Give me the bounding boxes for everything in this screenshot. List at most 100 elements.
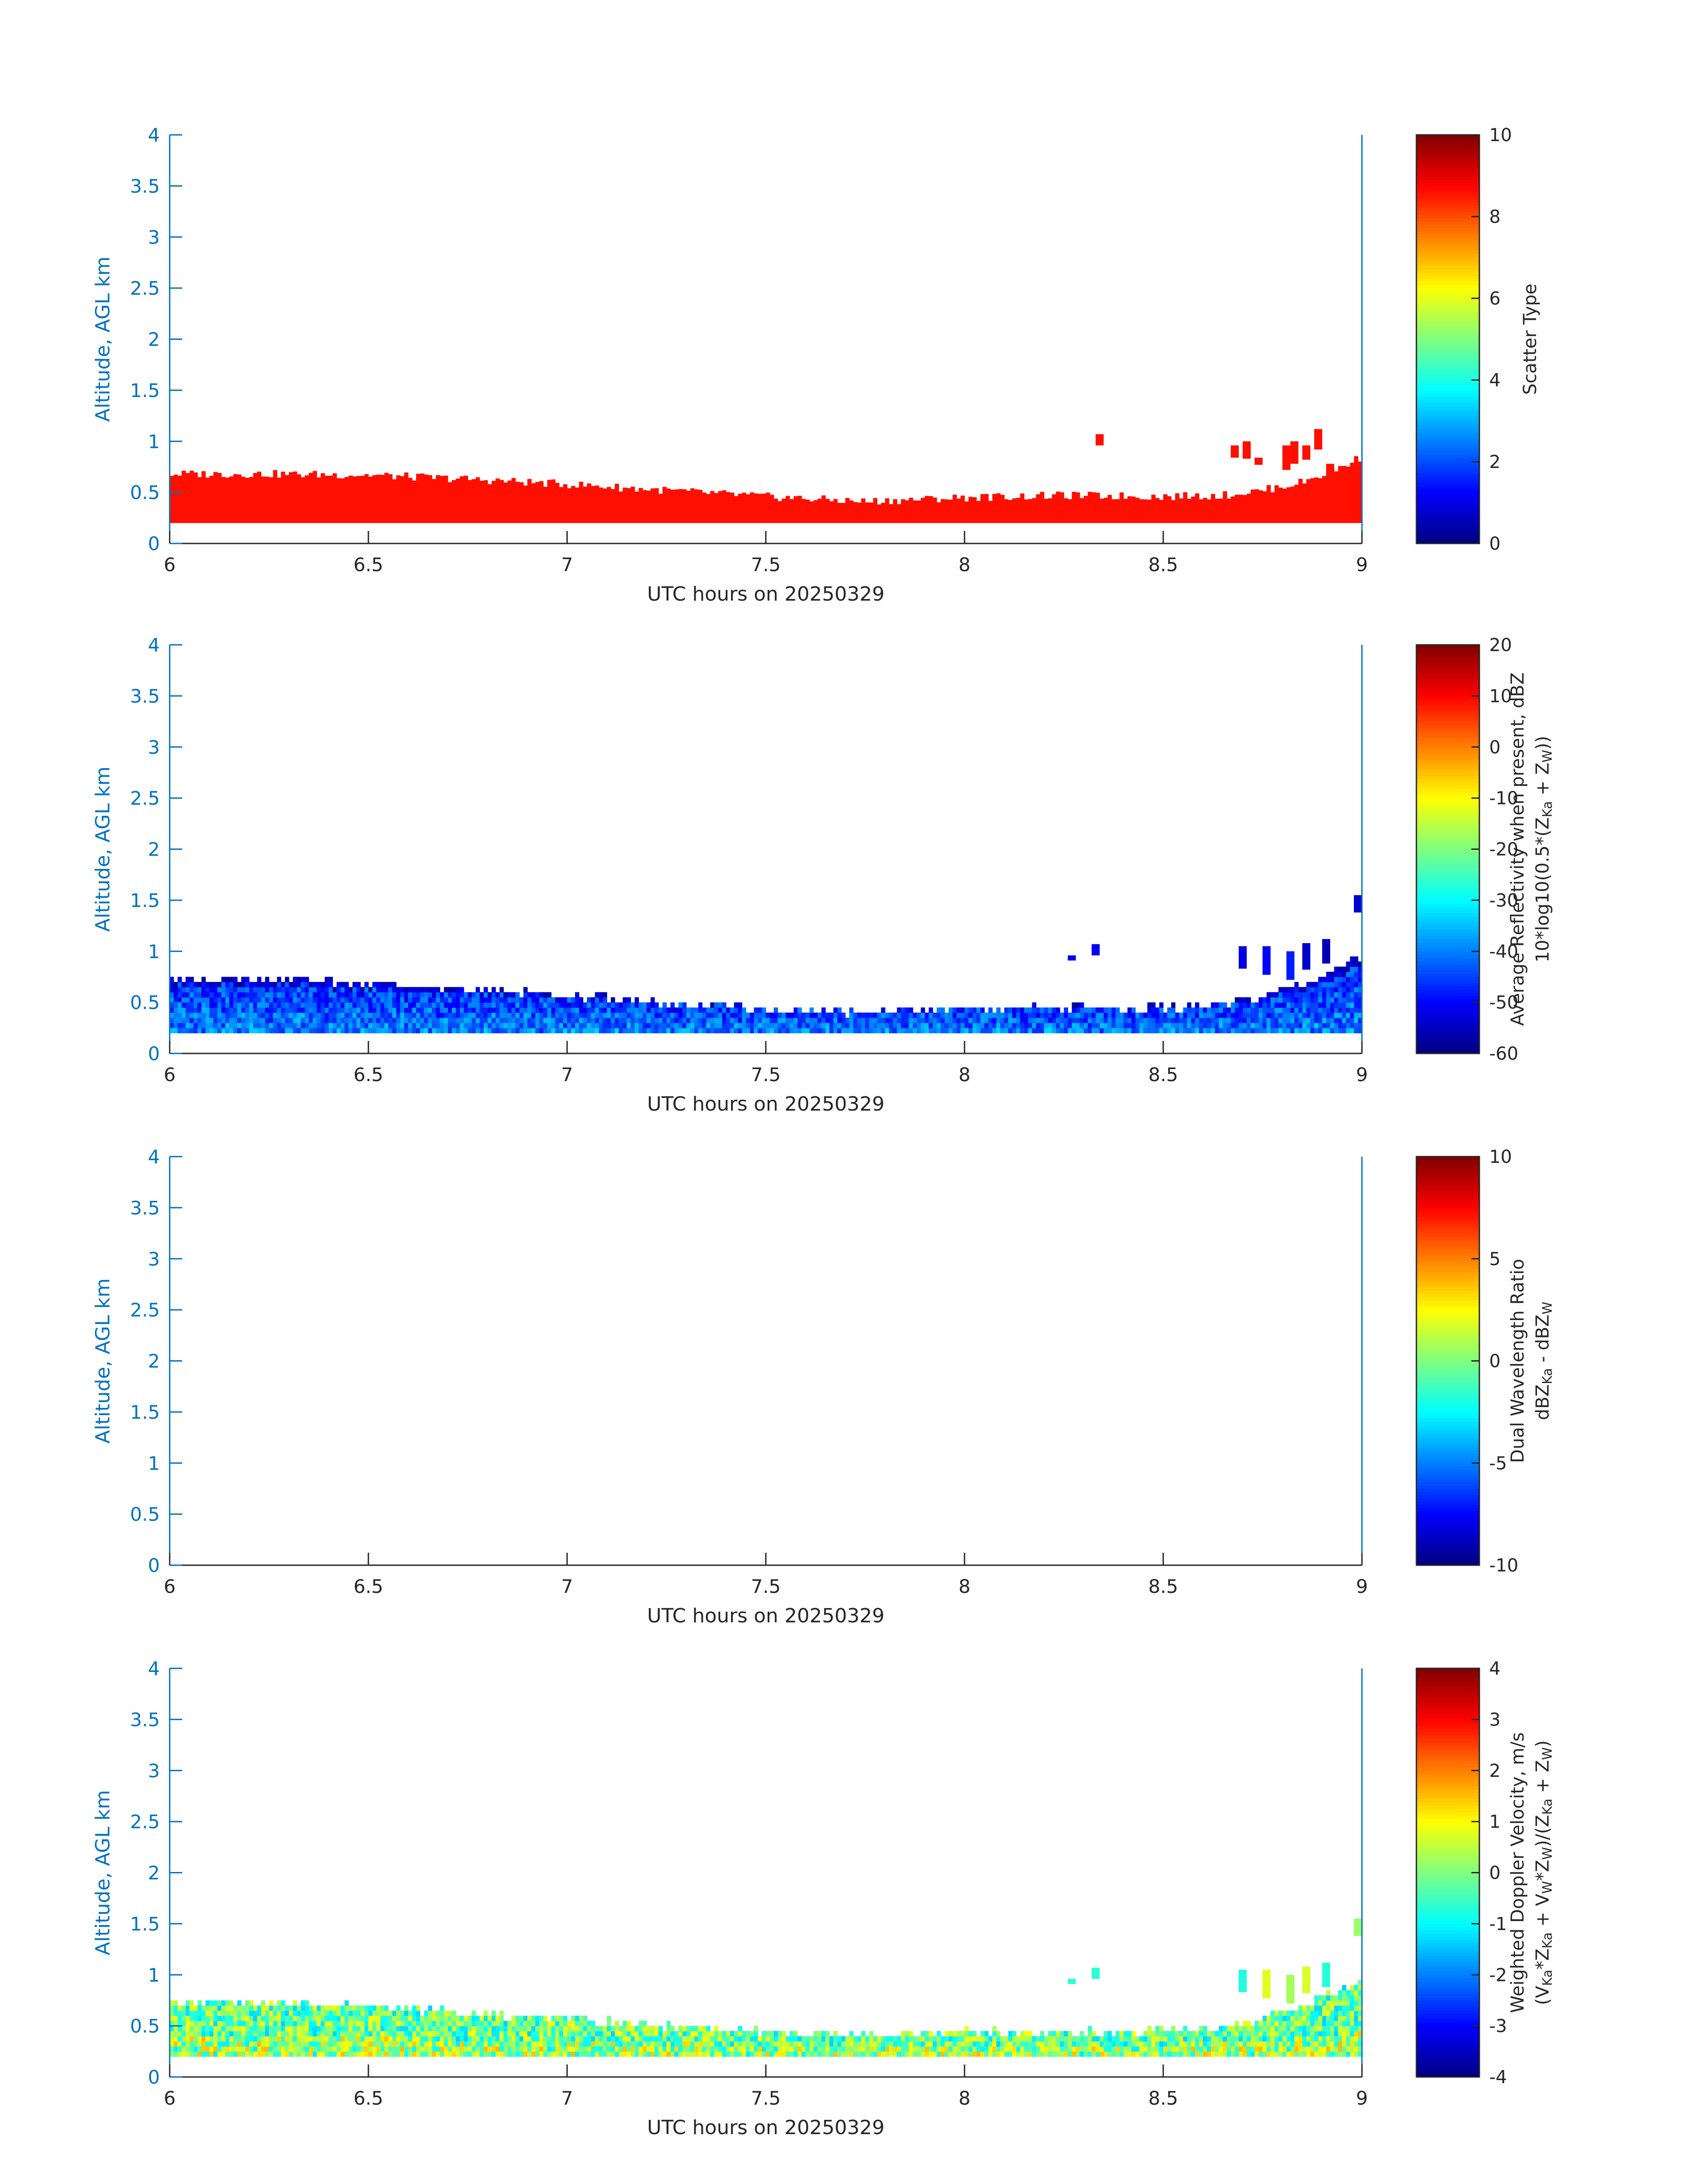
heatmap-cell <box>1064 2041 1068 2047</box>
colorbar-swatch <box>1416 505 1479 509</box>
heatmap-cell <box>321 1007 325 1013</box>
heatmap-cell <box>1227 1007 1231 1013</box>
heatmap-cell <box>1044 2051 1048 2057</box>
heatmap-cell <box>944 1017 949 1023</box>
heatmap-cell <box>340 1007 345 1013</box>
heatmap-cell <box>1342 1012 1346 1018</box>
heatmap-cell <box>1095 1028 1100 1033</box>
heatmap-cell <box>714 1023 718 1028</box>
colorbar-swatch <box>1416 1396 1479 1400</box>
heatmap-cell <box>1040 1028 1044 1033</box>
heatmap-cell <box>932 1012 937 1018</box>
heatmap-cell <box>253 2026 258 2031</box>
heatmap-cell <box>571 1028 576 1033</box>
heatmap-cell <box>622 2041 627 2047</box>
heatmap-cell <box>635 2026 639 2031</box>
heatmap-cell <box>197 1007 202 1013</box>
heatmap-cell <box>269 1017 273 1023</box>
heatmap-cell <box>488 2026 492 2031</box>
heatmap-cell <box>758 1012 762 1018</box>
heatmap-cell <box>1231 1028 1235 1033</box>
heatmap-cell <box>515 2046 520 2052</box>
heatmap-cell <box>1131 2046 1136 2052</box>
heatmap-cell <box>436 1028 440 1033</box>
heatmap-cell <box>921 2041 925 2047</box>
heatmap-cell <box>1290 2026 1295 2031</box>
heatmap-cell <box>1036 2046 1040 2052</box>
heatmap-cell <box>352 2031 357 2037</box>
heatmap-cell <box>1258 1023 1263 1028</box>
heatmap-cell <box>758 2041 762 2047</box>
heatmap-cell <box>1115 1007 1120 1013</box>
heatmap-cell <box>650 2041 655 2047</box>
heatmap-cell <box>610 2051 615 2057</box>
colorbar-swatch <box>1416 766 1479 770</box>
heatmap-cell <box>488 1023 492 1028</box>
heatmap-cell <box>1350 992 1354 998</box>
heatmap-cell <box>587 2051 591 2057</box>
colorbar-swatch <box>1416 368 1479 372</box>
colorbar-swatch <box>1416 202 1479 205</box>
heatmap-cell <box>1298 997 1303 1003</box>
heatmap-cell <box>817 1017 822 1023</box>
heatmap-cell <box>313 1002 317 1008</box>
heatmap-cell <box>1195 2046 1199 2052</box>
heatmap-cell <box>1298 1012 1303 1018</box>
heatmap-cell <box>1147 2031 1152 2037</box>
heatmap-cell <box>921 1017 925 1023</box>
heatmap-cell <box>654 2051 659 2057</box>
echo-column <box>388 474 393 523</box>
echo-column <box>1163 494 1168 523</box>
heatmap-cell <box>451 1017 456 1023</box>
heatmap-cell <box>1282 1012 1287 1018</box>
heatmap-cell <box>217 1017 222 1023</box>
heatmap-cell <box>1024 1023 1028 1028</box>
echo-column <box>392 479 397 523</box>
heatmap-cell <box>563 2021 568 2027</box>
heatmap-cell <box>336 2036 341 2042</box>
colorbar-swatch <box>1416 1383 1479 1387</box>
heatmap-cell <box>305 987 309 993</box>
echo-column <box>285 475 289 523</box>
heatmap-cell <box>893 2041 898 2047</box>
echo-column <box>217 473 222 523</box>
heatmap-cell <box>960 2051 965 2057</box>
heatmap-cell <box>587 2046 591 2052</box>
heatmap-cell <box>798 1012 802 1018</box>
heatmap-cell <box>1286 1028 1291 1033</box>
heatmap-cell <box>519 2021 524 2027</box>
heatmap-cell <box>666 1007 671 1013</box>
heatmap-cell <box>873 1023 877 1028</box>
heatmap-cell <box>603 1017 607 1023</box>
heatmap-cell <box>277 1007 281 1013</box>
heatmap-cell <box>1266 2041 1271 2047</box>
heatmap-cell <box>909 1023 913 1028</box>
heatmap-cell <box>1024 2036 1028 2042</box>
heatmap-cell <box>718 2031 722 2037</box>
heatmap-cell <box>360 2005 365 2011</box>
heatmap-cell <box>603 997 607 1003</box>
heatmap-cell <box>635 2031 639 2037</box>
heatmap-cell <box>321 1012 325 1018</box>
heatmap-cell <box>1143 1017 1148 1023</box>
heatmap-cell <box>436 1012 440 1018</box>
echo-column <box>901 499 906 523</box>
heatmap-cell <box>726 2041 731 2047</box>
heatmap-cell <box>400 2021 405 2027</box>
colorbar-swatch <box>1416 1163 1479 1167</box>
heatmap-cell <box>1032 2046 1036 2052</box>
heatmap-cell <box>424 987 429 993</box>
colorbar-swatch <box>1416 907 1479 910</box>
heatmap-cell <box>523 1028 528 1033</box>
colorbar-swatch <box>1416 900 1479 904</box>
heatmap-cell <box>940 1017 945 1023</box>
heatmap-cell <box>853 2041 858 2047</box>
heatmap-cell <box>551 1023 555 1028</box>
heatmap-cell <box>567 2031 572 2037</box>
heatmap-cell <box>432 1028 436 1033</box>
heatmap-cell <box>400 2051 405 2057</box>
heatmap-cell <box>1294 1017 1299 1023</box>
heatmap-cell <box>189 2046 194 2052</box>
heatmap-cell <box>1127 2031 1132 2037</box>
heatmap-cell <box>455 992 460 998</box>
